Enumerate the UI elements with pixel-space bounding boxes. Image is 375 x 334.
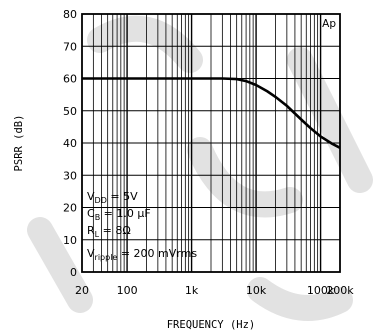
corner-label: Ap <box>322 18 336 30</box>
annotation-cb: CB = 1.0 μF <box>87 207 151 222</box>
y-tick-label: 60 <box>63 73 77 86</box>
annotation-vdd: VDD = 5V <box>87 190 138 205</box>
y-tick-label: 20 <box>63 202 77 215</box>
annotation-rl: RL = 8Ω <box>87 224 131 239</box>
y-tick-label: 70 <box>63 40 77 53</box>
y-axis-label: PSRR (dB) <box>13 115 25 172</box>
x-axis-label: FREQUENCY (Hz) <box>167 319 256 331</box>
y-tick-label: 10 <box>63 234 77 247</box>
plot-frame <box>81 13 341 273</box>
y-tick-label: 30 <box>63 169 77 182</box>
annotation-vripple: Vripple = 200 mVrms <box>87 247 197 262</box>
y-tick-label: 0 <box>70 266 77 279</box>
y-tick-labels: 0 10 20 30 40 50 60 70 80 <box>63 8 77 279</box>
y-tick-label: 40 <box>63 137 77 150</box>
y-tick-label: 80 <box>63 8 77 21</box>
background-watermark <box>27 15 373 321</box>
y-tick-label: 50 <box>63 105 77 118</box>
grid-lines <box>81 13 341 273</box>
x-tick-label: 1k <box>185 284 199 297</box>
x-tick-label: 100k <box>307 284 335 297</box>
x-tick-label: 200k <box>326 284 354 297</box>
x-tick-label: 100 <box>117 284 138 297</box>
conditions-annotation: VDD = 5V CB = 1.0 μF RL = 8Ω Vripple = 2… <box>87 190 197 262</box>
x-tick-label: 20 <box>75 284 89 297</box>
psrr-series-line <box>82 77 341 149</box>
x-tick-label: 10k <box>246 284 267 297</box>
